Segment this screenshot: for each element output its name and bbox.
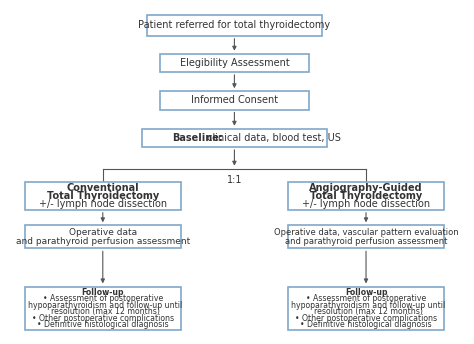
Text: Informed Consent: Informed Consent	[191, 95, 278, 105]
Text: Operative data, vascular pattern evaluation: Operative data, vascular pattern evaluat…	[273, 228, 458, 237]
Text: +/- lymph node dissection: +/- lymph node dissection	[39, 199, 167, 209]
Text: Conventional: Conventional	[66, 183, 139, 193]
Text: Follow-up: Follow-up	[82, 288, 124, 297]
Text: Elegibility Assessment: Elegibility Assessment	[180, 58, 289, 68]
FancyBboxPatch shape	[288, 182, 444, 210]
FancyBboxPatch shape	[146, 15, 322, 36]
Text: clinical data, blood test, US: clinical data, blood test, US	[204, 133, 341, 143]
Text: Operative data: Operative data	[69, 228, 137, 237]
Text: • Other postoperative complications: • Other postoperative complications	[32, 314, 174, 323]
Text: hypoparathyroidism and follow-up until: hypoparathyroidism and follow-up until	[286, 301, 446, 310]
Text: Total Thyroidectomy: Total Thyroidectomy	[310, 191, 422, 201]
Text: and parathyroid perfusion assessment: and parathyroid perfusion assessment	[16, 237, 190, 246]
Text: and parathyroid perfusion assessment: and parathyroid perfusion assessment	[285, 237, 447, 246]
Text: +/- lymph node dissection: +/- lymph node dissection	[302, 199, 430, 209]
FancyBboxPatch shape	[25, 182, 181, 210]
Text: • Assessment of postoperative: • Assessment of postoperative	[43, 294, 163, 303]
FancyBboxPatch shape	[142, 129, 327, 147]
Text: Angiography-Guided: Angiography-Guided	[309, 183, 423, 193]
Text: 1:1: 1:1	[227, 174, 242, 184]
Text: hypoparathyroidism and follow-up until: hypoparathyroidism and follow-up until	[23, 301, 182, 310]
FancyBboxPatch shape	[25, 225, 181, 248]
Text: Baseline:: Baseline:	[172, 133, 223, 143]
Text: • Definitive histological diagnosis: • Definitive histological diagnosis	[300, 320, 432, 329]
FancyBboxPatch shape	[160, 91, 309, 109]
FancyBboxPatch shape	[25, 287, 181, 330]
Text: • Definitive histological diagnosis: • Definitive histological diagnosis	[37, 320, 169, 329]
FancyBboxPatch shape	[160, 54, 309, 72]
Text: Follow-up: Follow-up	[345, 288, 387, 297]
Text: • Other postoperative complications: • Other postoperative complications	[295, 314, 437, 323]
Text: • Assessment of postoperative: • Assessment of postoperative	[306, 294, 426, 303]
Text: resolution (max 12 months): resolution (max 12 months)	[309, 307, 423, 316]
FancyBboxPatch shape	[288, 287, 444, 330]
Text: Patient referred for total thyroidectomy: Patient referred for total thyroidectomy	[138, 20, 330, 30]
FancyBboxPatch shape	[288, 225, 444, 248]
Text: Total Thyroidectomy: Total Thyroidectomy	[46, 191, 159, 201]
Text: resolution (max 12 months): resolution (max 12 months)	[46, 307, 160, 316]
